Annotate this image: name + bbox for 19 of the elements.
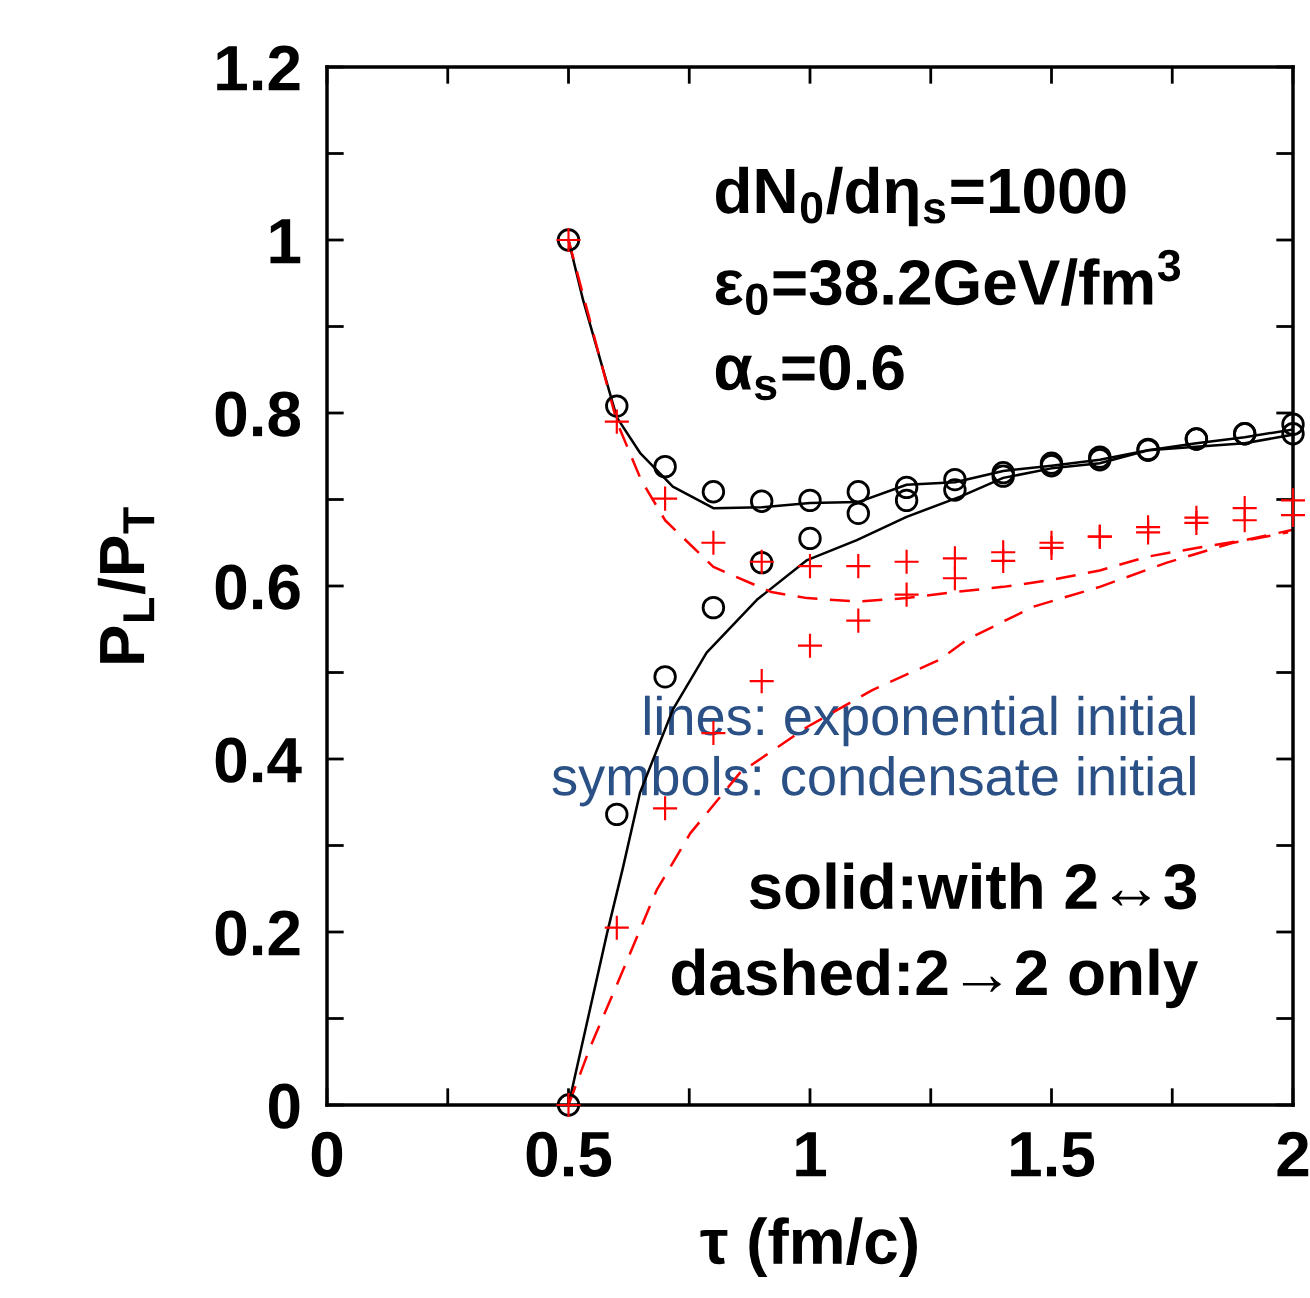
annotation: dashed:2→2 only — [672, 948, 1199, 1009]
y-tick-label: 1.2 — [217, 45, 300, 91]
y-tick-label: 0.4 — [215, 737, 302, 783]
x-axis-title: τ (fm/c) — [700, 1217, 917, 1277]
x-tick-label: 0 — [311, 1131, 343, 1177]
annotation: α$_{s}$=0.6 — [715, 345, 904, 401]
x-tick-label: 1 — [796, 1132, 826, 1177]
y-tick-label: 0.8 — [215, 391, 301, 437]
annotation: dN$_{0}$/dη$_{s}$=1000 — [716, 166, 1126, 227]
y-tick-label: 0.2 — [215, 910, 300, 956]
y-tick-label: 0.6 — [215, 564, 300, 610]
x-tick-label: 2 — [1277, 1131, 1309, 1177]
x-tick-label: 1.5 — [1011, 1132, 1095, 1177]
y-tick-label: 0 — [269, 1083, 300, 1129]
y-axis-title: P$_{L}$/P$_{T}$ — [97, 507, 155, 663]
x-tick-label: 0.5 — [526, 1131, 612, 1177]
annotation: ε$_{0}$=38.2GeV/fm$^{3}$ — [715, 249, 1181, 316]
annotation: solid:with 2↔3 — [749, 862, 1197, 910]
y-tick-label: 1 — [270, 219, 301, 264]
